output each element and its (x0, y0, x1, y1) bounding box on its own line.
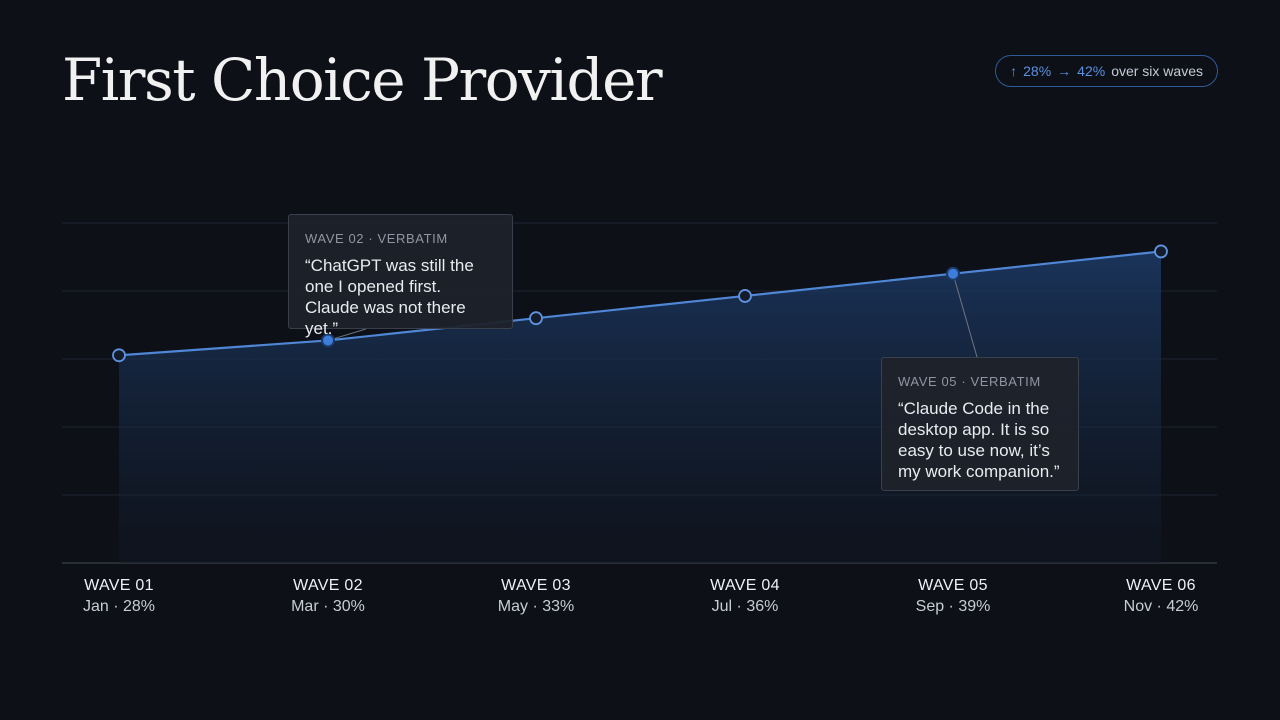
pill-end-value: 42% (1077, 63, 1106, 79)
x-tick-wave: WAVE 01 (84, 577, 154, 594)
pill-suffix: over six waves (1111, 63, 1203, 79)
data-point (1154, 244, 1168, 259)
data-point (321, 333, 335, 348)
x-tick-month-value: Nov · 42% (1123, 598, 1199, 615)
x-tick-wave: WAVE 03 (501, 577, 571, 594)
x-tick-month-value: Mar · 30% (291, 598, 365, 615)
x-tick-label: WAVE 04 Jul · 36% (670, 576, 820, 618)
callout-quote: “Claude Code in the desktop app. It is s… (898, 399, 1060, 481)
data-point (946, 266, 960, 281)
callout-tag: WAVE 05 · VERBATIM (898, 374, 1041, 389)
right-arrow-icon: → (1057, 63, 1072, 79)
callout-tag: WAVE 02 · VERBATIM (305, 231, 448, 246)
callout-quote: “ChatGPT was still the one I opened firs… (305, 256, 474, 338)
up-arrow-icon: ↑ (1010, 63, 1018, 79)
summary-pill: ↑ 28% → 42% over six waves (995, 55, 1218, 87)
data-point (738, 289, 752, 303)
x-tick-label: WAVE 02 Mar · 30% (253, 576, 403, 618)
x-tick-wave: WAVE 04 (710, 577, 780, 594)
data-point (529, 311, 543, 326)
x-tick-label: WAVE 05 Sep · 39% (878, 576, 1028, 618)
x-tick-wave: WAVE 05 (918, 577, 988, 594)
verbatim-callout-wave-02: WAVE 02 · VERBATIM “ChatGPT was still th… (288, 214, 513, 338)
callout-connector (952, 273, 978, 358)
x-tick-month-value: Jan · 28% (82, 598, 156, 615)
chart-title: First Choice Provider (62, 46, 663, 114)
x-tick-month-value: May · 33% (497, 598, 575, 615)
x-tick-month-value: Jul · 36% (711, 598, 779, 615)
data-point (112, 348, 126, 363)
x-tick-label: WAVE 06 Nov · 42% (1086, 576, 1236, 618)
x-tick-label: WAVE 01 Jan · 28% (44, 576, 194, 618)
x-tick-wave: WAVE 02 (293, 577, 363, 594)
series-line (118, 250, 1162, 357)
x-tick-wave: WAVE 06 (1126, 577, 1196, 594)
x-tick-label: WAVE 03 May · 33% (461, 576, 611, 618)
verbatim-callout-wave-05: WAVE 05 · VERBATIM “Claude Code in the d… (881, 357, 1079, 491)
pill-start-value: 28% (1023, 63, 1052, 79)
x-tick-month-value: Sep · 39% (915, 598, 991, 615)
